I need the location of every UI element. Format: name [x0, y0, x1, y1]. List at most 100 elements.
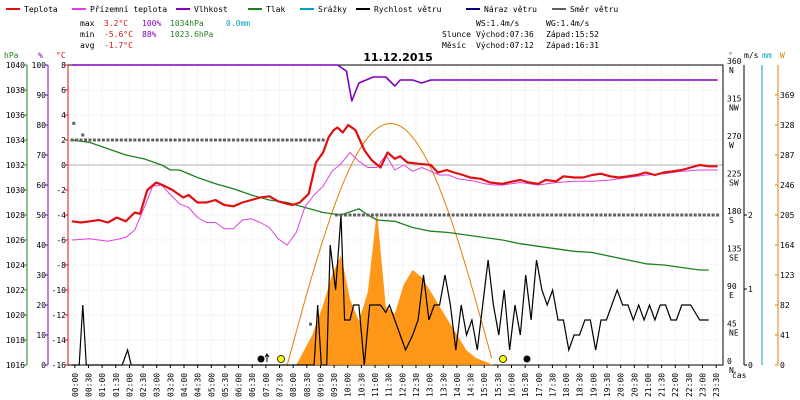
- arrow-head: [264, 353, 270, 358]
- dir-dot: [559, 213, 563, 217]
- axis-temp-label-7: -2: [56, 186, 66, 195]
- dir-card-0: N: [729, 366, 734, 375]
- dir-dot: [214, 138, 217, 142]
- series-vlhkost: [72, 64, 718, 102]
- stats-max-label: max: [80, 19, 95, 28]
- dir-dot: [438, 213, 442, 217]
- svg-text:Srážky: Srážky: [318, 5, 347, 14]
- unit-wind: m/s: [744, 51, 759, 60]
- dir-dot: [536, 213, 540, 217]
- dir-dot: [281, 138, 285, 142]
- svg-text:Teplota: Teplota: [24, 5, 58, 14]
- sun-rise: Východ:07:36: [476, 30, 534, 39]
- x-label-22: 11:00: [371, 373, 380, 397]
- axis-wind: 0 1 2: [743, 65, 763, 370]
- unit-dir: °: [728, 51, 733, 60]
- legend-prizemni: Přízemní teplota: [72, 5, 167, 14]
- axis-press-label-11: 1038: [6, 86, 25, 95]
- dir-dot: [429, 213, 433, 217]
- dir-dot: [88, 138, 92, 142]
- dir-dot: [568, 213, 572, 217]
- dir-dot: [303, 138, 307, 142]
- axis-humidity: 0 10 20 30 40 50 60 70 80 90 100: [32, 61, 49, 370]
- svg-text:Přízemní teplota: Přízemní teplota: [90, 5, 167, 14]
- dir-dot: [227, 138, 231, 142]
- dir-dot: [599, 213, 603, 217]
- dir-dot: [509, 213, 513, 217]
- x-label-32: 16:00: [507, 373, 516, 397]
- dir-dot: [276, 138, 280, 142]
- dir-dot: [388, 213, 392, 217]
- solar-label-6: 246: [780, 181, 795, 190]
- axis-temp-label-5: -6: [56, 236, 66, 245]
- x-label-4: 02:00: [125, 373, 134, 397]
- x-label-8: 04:00: [180, 373, 189, 397]
- x-label-15: 07:30: [276, 373, 285, 397]
- dir-dot-extra-0: [72, 121, 76, 125]
- dir-deg-5: 225: [727, 170, 742, 179]
- dir-dot: [415, 213, 419, 217]
- x-label-47: 23:30: [712, 373, 721, 397]
- dir-dot: [456, 213, 460, 217]
- dir-dot: [532, 213, 536, 217]
- dir-dot: [474, 213, 477, 217]
- dir-dot: [335, 213, 338, 217]
- dir-dot: [344, 213, 347, 217]
- dir-dot: [397, 213, 401, 217]
- solar-label-4: 164: [780, 241, 795, 250]
- sunrise-marker: [277, 355, 285, 363]
- dir-card-8: N: [729, 66, 734, 75]
- x-label-18: 09:00: [316, 373, 325, 397]
- dir-dot: [151, 138, 155, 142]
- x-label-17: 08:30: [303, 373, 312, 397]
- dir-dot: [384, 213, 388, 217]
- axis-press-label-2: 1020: [6, 311, 25, 320]
- dir-dot: [155, 138, 159, 142]
- dir-dot: [550, 213, 554, 217]
- dir-dot: [290, 138, 294, 142]
- legend-naraz: Náraz větru: [466, 5, 537, 14]
- chart-title: 11.12.2015: [363, 51, 433, 64]
- unit-press: hPa: [4, 51, 19, 60]
- dir-deg-8: 360: [727, 57, 742, 66]
- axis-hum-label-10: 100: [32, 61, 47, 70]
- solar-area: [296, 211, 494, 365]
- x-label-6: 03:00: [153, 373, 162, 397]
- dir-dot: [84, 138, 87, 142]
- solar-label-0: 0: [780, 361, 785, 370]
- dir-dot: [70, 138, 74, 142]
- dir-dot: [653, 213, 657, 217]
- x-label-41: 20:30: [630, 373, 639, 397]
- dir-dot: [433, 213, 437, 217]
- moon-set: Západ:16:31: [546, 41, 599, 50]
- dir-dot: [101, 138, 105, 142]
- wind-label-1: 1: [748, 285, 753, 294]
- dir-dot: [92, 138, 96, 142]
- dir-dot: [586, 213, 590, 217]
- dir-dot: [648, 213, 652, 217]
- dir-dot: [146, 138, 150, 142]
- dir-dot: [299, 138, 303, 142]
- legend-smer: Směr větru: [552, 5, 618, 14]
- x-label-14: 07:00: [262, 373, 271, 397]
- axis-temp-label-4: -8: [56, 261, 66, 270]
- dir-dot: [133, 138, 137, 142]
- dir-dot: [222, 138, 226, 142]
- dir-dot: [357, 213, 361, 217]
- dir-dot: [711, 213, 715, 217]
- dir-dot: [451, 213, 455, 217]
- x-label-10: 05:00: [207, 373, 216, 397]
- axis-hum-label-0: 0: [41, 361, 46, 370]
- dir-dot: [267, 138, 271, 142]
- x-label-36: 18:00: [562, 373, 571, 397]
- solar-max-curve: [286, 123, 493, 366]
- axis-solar: 0 41 82 123 164 205 246 287 328 369: [775, 65, 795, 370]
- unit-solar: W: [780, 51, 785, 60]
- dir-dot: [411, 213, 415, 217]
- dir-dot: [500, 213, 504, 217]
- dir-dot: [518, 213, 522, 217]
- dir-dot: [353, 213, 356, 217]
- dir-dot: [321, 138, 325, 142]
- dir-dot: [689, 213, 693, 217]
